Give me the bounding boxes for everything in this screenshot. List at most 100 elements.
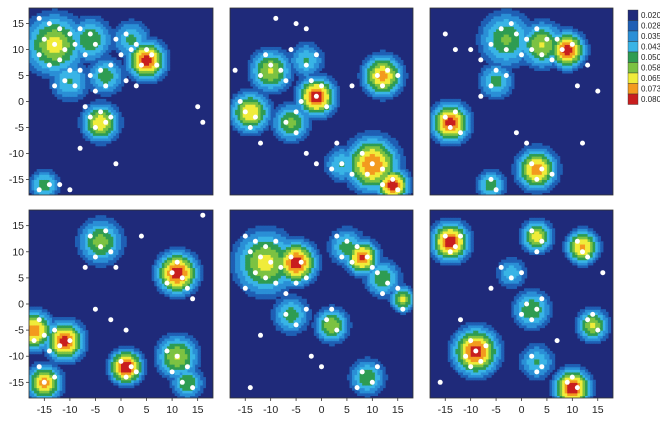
density-cell <box>72 49 76 53</box>
density-cell <box>306 46 310 51</box>
density-cell <box>463 127 467 131</box>
density-cell <box>161 54 166 58</box>
density-cell <box>390 156 394 160</box>
density-cell <box>364 161 368 165</box>
data-point <box>288 47 294 53</box>
density-cell <box>392 62 396 66</box>
density-cell <box>138 20 143 25</box>
density-cell <box>480 52 484 56</box>
density-cell <box>164 52 168 56</box>
density-cell <box>311 75 315 79</box>
density-cell <box>80 18 84 22</box>
density-cell <box>67 20 71 25</box>
density-cell <box>250 83 254 87</box>
density-cell <box>154 57 158 61</box>
density-cell <box>496 179 500 183</box>
density-cell <box>496 174 500 178</box>
density-cell <box>69 62 74 66</box>
density-cell <box>498 179 502 183</box>
density-cell <box>359 137 363 142</box>
density-cell <box>524 150 528 155</box>
density-cell <box>280 75 284 79</box>
density-cell <box>39 36 43 40</box>
density-cell <box>291 111 295 116</box>
density-cell <box>275 130 279 134</box>
density-cell <box>146 44 150 48</box>
density-cell <box>352 140 356 144</box>
density-cell <box>98 75 102 79</box>
density-cell <box>275 111 279 116</box>
density-cell <box>359 67 363 71</box>
density-cell <box>480 184 484 188</box>
density-cell <box>379 98 384 103</box>
density-cell <box>298 119 302 123</box>
density-cell <box>273 72 277 77</box>
density-cell <box>359 174 363 178</box>
density-cell <box>108 57 112 61</box>
density-cell <box>283 114 287 118</box>
density-cell <box>511 26 515 30</box>
density-cell <box>161 52 166 56</box>
density-cell <box>72 75 76 79</box>
density-cell <box>288 119 292 123</box>
density-cell <box>62 59 66 64</box>
density-cell <box>496 171 500 175</box>
density-cell <box>110 132 114 136</box>
density-cell <box>64 33 68 38</box>
density-cell <box>283 83 287 87</box>
density-cell <box>39 41 43 45</box>
density-cell <box>100 88 104 92</box>
density-cell <box>144 70 148 74</box>
density-cell <box>395 174 399 178</box>
density-cell <box>296 80 300 84</box>
density-cell <box>257 70 262 74</box>
density-cell <box>77 78 81 82</box>
density-cell <box>67 36 71 40</box>
density-cell <box>113 72 117 77</box>
density-cell <box>397 57 401 61</box>
density-cell <box>493 179 497 183</box>
density-cell <box>270 124 274 129</box>
density-cell <box>298 130 302 134</box>
density-cell <box>291 106 295 110</box>
density-cell <box>44 179 48 183</box>
density-cell <box>242 96 246 100</box>
density-cell <box>280 132 284 136</box>
density-cell <box>46 46 51 51</box>
density-cell <box>146 31 150 35</box>
density-cell <box>450 137 454 142</box>
density-cell <box>496 13 500 17</box>
density-cell <box>280 119 284 123</box>
density-cell <box>268 72 272 77</box>
density-cell <box>316 91 320 95</box>
density-cell <box>123 59 127 64</box>
density-cell <box>126 49 130 53</box>
density-cell <box>161 44 166 48</box>
density-cell <box>526 41 530 45</box>
density-cell <box>75 75 79 79</box>
density-cell <box>252 52 257 56</box>
density-cell <box>349 163 353 168</box>
density-cell <box>392 91 396 95</box>
density-cell <box>95 59 99 64</box>
density-cell <box>133 20 137 25</box>
density-cell <box>508 44 512 48</box>
density-cell <box>308 104 312 108</box>
density-cell <box>85 44 89 48</box>
density-cell <box>303 70 307 74</box>
density-cell <box>31 18 35 22</box>
density-cell <box>95 98 99 103</box>
density-cell <box>437 137 441 142</box>
data-point <box>380 83 385 89</box>
density-cell <box>303 44 307 48</box>
density-cell <box>329 78 333 82</box>
density-cell <box>57 44 61 48</box>
density-cell <box>118 23 122 27</box>
density-cell <box>151 75 155 79</box>
density-cell <box>306 119 310 123</box>
density-cell <box>402 70 406 74</box>
density-cell <box>362 140 366 144</box>
data-point <box>308 78 314 84</box>
density-cell <box>367 67 371 71</box>
density-cell <box>496 49 500 53</box>
